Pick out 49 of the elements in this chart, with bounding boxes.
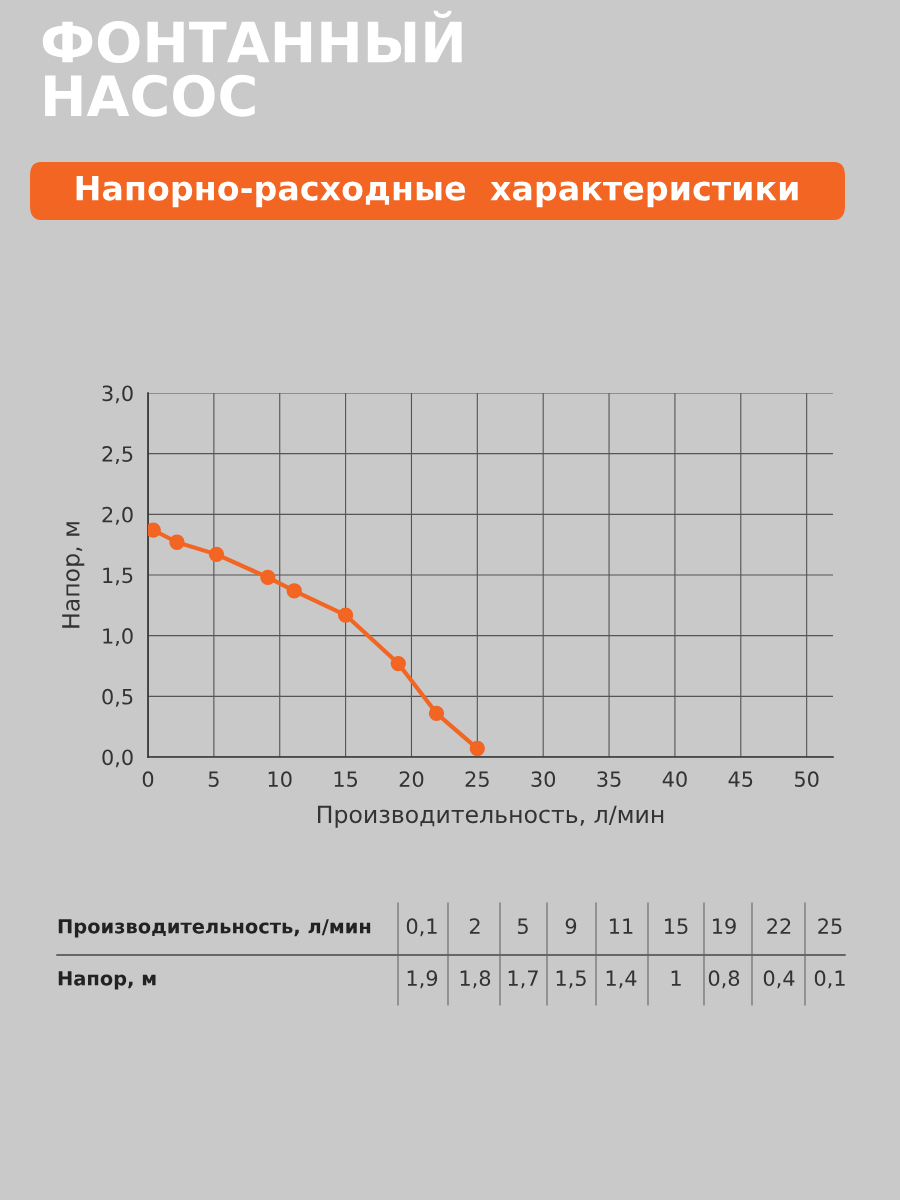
text: 0,1 [814, 970, 845, 989]
point [260, 569, 276, 586]
text: 1,9 [407, 970, 438, 989]
y-tick-label: 1,5 [103, 567, 133, 586]
point [208, 546, 225, 563]
text: 1,4 [606, 970, 637, 989]
point [169, 534, 185, 550]
x-tick-label: 25 [465, 771, 489, 788]
x-tick-label: 10 [268, 771, 292, 788]
text: 2 [469, 918, 480, 934]
text: 25 [818, 918, 842, 935]
y-tick-label: 2,0 [102, 506, 133, 525]
text: 19 [713, 918, 736, 935]
x-tick-label: 40 [662, 771, 687, 788]
text: 1,7 [508, 970, 538, 989]
text: 22 [767, 918, 791, 934]
text: 15 [665, 918, 688, 935]
y-tick-label: 2,5 [102, 446, 133, 464]
x-tick-label: 20 [399, 771, 424, 788]
x-tick-label: 15 [334, 771, 358, 788]
chart-subtitle: Напорно-расходные характеристики [76, 175, 798, 208]
point [286, 583, 302, 599]
y-tick-label: 3,0 [102, 385, 133, 404]
text: 0,8 [708, 970, 740, 989]
y-tick-label: 0,0 [102, 749, 133, 768]
point [390, 655, 406, 672]
text: 1,5 [556, 970, 586, 989]
x-tick-label: 50 [795, 771, 819, 788]
point [428, 705, 445, 721]
text: Производительность, л/мин [58, 919, 371, 938]
x-tick-label: 45 [728, 771, 753, 788]
text: 9 [565, 918, 577, 935]
text: 11 [610, 918, 633, 934]
x-axis-title: Производительность, л/мин [318, 805, 664, 828]
x-tick-label: 5 [208, 771, 219, 788]
y-axis-title: Напор, м [62, 522, 85, 628]
point [469, 740, 485, 757]
x-tick-label: 30 [531, 771, 556, 788]
x-tick-label: 35 [597, 771, 621, 788]
y-tick-label: 0,5 [102, 688, 133, 707]
x-tick-label: 0 [142, 771, 154, 788]
text: 1 [671, 970, 681, 986]
text: 5 [517, 918, 528, 935]
text: 1,8 [460, 970, 491, 989]
text: 0,1 [406, 918, 437, 937]
text: Напор, м [58, 971, 156, 990]
point [337, 607, 354, 623]
y-tick-label: 1,0 [103, 628, 133, 646]
text: 0,4 [763, 970, 795, 989]
